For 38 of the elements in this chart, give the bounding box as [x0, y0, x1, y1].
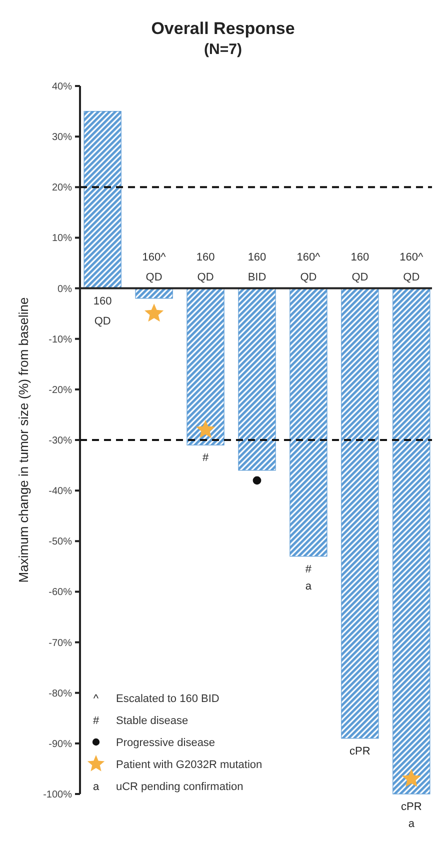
text: # Stable disease: [92, 714, 188, 727]
data-label: #: [202, 452, 210, 464]
point: [196, 420, 216, 438]
text: ^ Escalated to 160 BID: [93, 692, 220, 705]
y-tick-label: -20%: [48, 384, 72, 396]
point: [144, 304, 164, 322]
y-axis-title: Maximum change in tumor size (%) from baseline: [16, 297, 31, 583]
x-tick-label: 160^ QD: [296, 251, 322, 284]
point: [252, 476, 262, 485]
x-tick-label: 160 BID: [248, 251, 266, 284]
chart-subtitle: (N=7): [204, 41, 242, 58]
y-tick-label: 40%: [52, 82, 72, 92]
x-tick-label: 160^ QD: [400, 251, 424, 284]
y-tick-label: -50%: [48, 536, 72, 548]
y-tick-label: 30%: [52, 132, 72, 144]
legend-label: Patient with G2032R mutation: [116, 758, 262, 771]
y-tick-label: 0%: [58, 284, 72, 295]
point: [402, 768, 421, 787]
y-tick-label: -100%: [43, 790, 72, 800]
y-tick-label: -80%: [48, 688, 72, 700]
data-label: cPR: [350, 745, 370, 758]
x-tick-label: 160 QD: [196, 251, 215, 284]
y-tick-label: 20%: [52, 182, 72, 194]
x-tick-label: 160^ QD: [142, 251, 167, 284]
data-label: cPR a: [401, 801, 422, 830]
y-tick-label: -40%: [48, 486, 72, 498]
y-tick-label: -30%: [48, 436, 72, 446]
x-tick-label: 160 QD: [350, 251, 370, 284]
y-tick-label: -60%: [48, 587, 72, 598]
y-tick-label: -70%: [48, 638, 72, 649]
chart-title: Overall Response: [151, 19, 295, 38]
y-tick-label: 10%: [52, 233, 72, 244]
y-tick-label: -10%: [48, 334, 72, 346]
y-tick-label: -90%: [48, 738, 72, 750]
x-tick-label: 160 QD: [93, 295, 112, 328]
text: a uCR pending confirmation: [92, 780, 244, 793]
legend-label: Progressive disease: [116, 736, 216, 749]
data-label: # a: [305, 563, 312, 592]
